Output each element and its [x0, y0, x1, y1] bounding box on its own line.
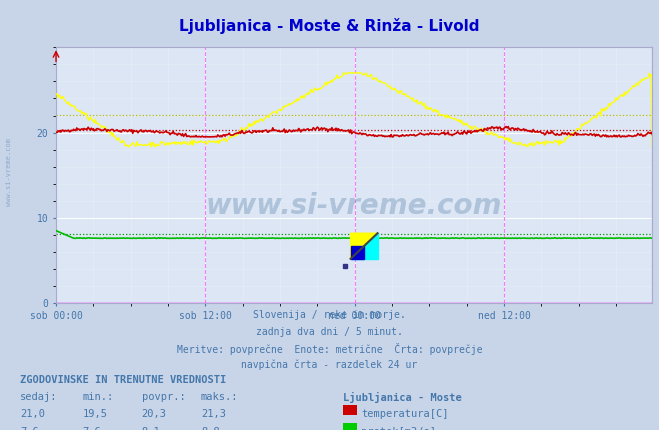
Text: 20,3: 20,3 [142, 409, 167, 419]
Text: temperatura[C]: temperatura[C] [361, 409, 449, 419]
Polygon shape [351, 233, 378, 259]
Text: Slovenija / reke in morje.: Slovenija / reke in morje. [253, 310, 406, 320]
Text: Meritve: povprečne  Enote: metrične  Črta: povprečje: Meritve: povprečne Enote: metrične Črta:… [177, 343, 482, 355]
Text: maks.:: maks.: [201, 392, 239, 402]
Text: min.:: min.: [82, 392, 113, 402]
Text: ZGODOVINSKE IN TRENUTNE VREDNOSTI: ZGODOVINSKE IN TRENUTNE VREDNOSTI [20, 375, 226, 385]
Text: zadnja dva dni / 5 minut.: zadnja dva dni / 5 minut. [256, 327, 403, 337]
Text: navpična črta - razdelek 24 ur: navpična črta - razdelek 24 ur [241, 359, 418, 370]
Text: 19,5: 19,5 [82, 409, 107, 419]
Text: Ljubljanica - Moste: Ljubljanica - Moste [343, 392, 461, 403]
Text: pretok[m3/s]: pretok[m3/s] [361, 427, 436, 430]
Text: www.si-vreme.com: www.si-vreme.com [5, 138, 12, 206]
Text: 8,8: 8,8 [201, 427, 219, 430]
Text: Ljubljanica - Moste & Rinža - Livold: Ljubljanica - Moste & Rinža - Livold [179, 18, 480, 34]
Text: 8,1: 8,1 [142, 427, 160, 430]
Text: sedaj:: sedaj: [20, 392, 57, 402]
Text: povpr.:: povpr.: [142, 392, 185, 402]
Text: 21,3: 21,3 [201, 409, 226, 419]
Text: www.si-vreme.com: www.si-vreme.com [206, 192, 502, 220]
Text: 7,6: 7,6 [82, 427, 101, 430]
Polygon shape [351, 246, 364, 259]
Polygon shape [351, 233, 378, 259]
Text: 21,0: 21,0 [20, 409, 45, 419]
Text: 7,6: 7,6 [20, 427, 38, 430]
